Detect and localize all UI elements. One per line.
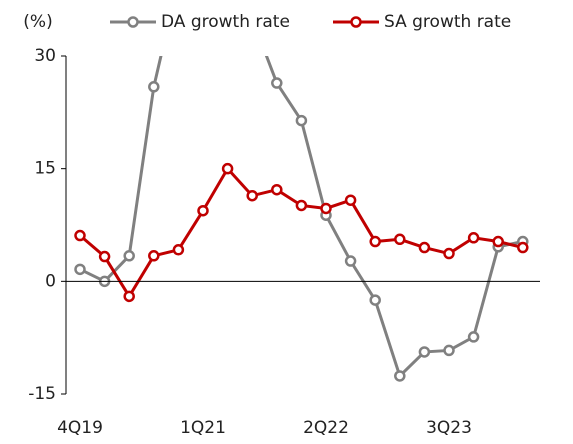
data-point	[123, 250, 135, 262]
data-point	[123, 290, 135, 303]
x-tick-label: 1Q21	[180, 418, 226, 438]
data-point	[172, 244, 185, 256]
y-tick-label: 30	[34, 46, 56, 66]
data-point	[443, 247, 455, 260]
data-point	[467, 331, 480, 343]
data-point	[344, 255, 357, 267]
x-tick-label: 3Q23	[426, 418, 472, 438]
data-point	[148, 250, 160, 262]
data-point	[369, 294, 381, 306]
data-point	[492, 235, 504, 248]
data-point	[344, 194, 357, 206]
plot-area	[74, 56, 529, 382]
data-point	[394, 370, 406, 382]
y-axis-label: (%)	[23, 12, 52, 32]
data-point	[394, 233, 406, 246]
data-point	[443, 344, 455, 357]
legend-label: SA growth rate	[384, 12, 511, 32]
data-point	[320, 202, 332, 215]
data-point	[74, 263, 86, 276]
y-tick-label: 15	[34, 159, 56, 179]
x-tick-label: 2Q22	[303, 418, 349, 438]
legend-marker	[127, 16, 139, 28]
data-point	[221, 162, 234, 175]
legend-label: DA growth rate	[161, 12, 290, 32]
data-point	[295, 114, 308, 127]
data-point	[271, 183, 283, 196]
data-point	[295, 199, 308, 212]
data-point	[271, 77, 283, 89]
y-tick-label: -15	[28, 384, 56, 404]
data-point	[246, 189, 258, 202]
data-point	[148, 81, 160, 93]
y-tick-label: 0	[45, 271, 56, 291]
data-point	[418, 346, 431, 358]
data-point	[74, 229, 86, 242]
data-point	[369, 235, 381, 248]
data-point	[467, 232, 480, 244]
data-point	[517, 241, 529, 254]
x-tick-label: 4Q19	[57, 418, 103, 438]
data-point	[98, 250, 111, 263]
data-point	[197, 204, 209, 217]
series-line	[79, 166, 524, 300]
series-line	[79, 56, 524, 379]
data-point	[418, 241, 431, 254]
legend-marker	[350, 16, 362, 28]
